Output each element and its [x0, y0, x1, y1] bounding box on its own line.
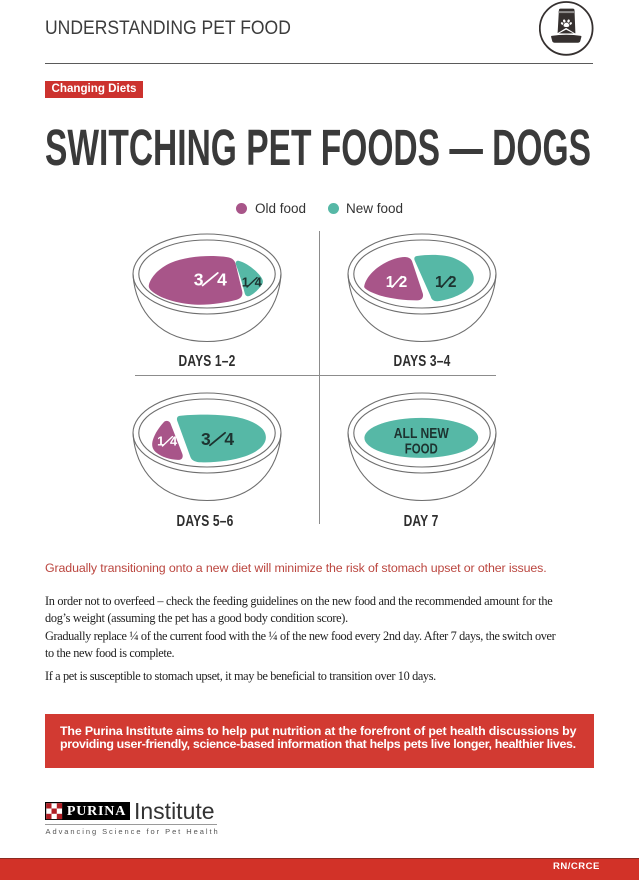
svg-text:1: 1 — [157, 434, 164, 449]
svg-text:4: 4 — [255, 274, 263, 289]
svg-text:4: 4 — [170, 434, 178, 449]
svg-text:1: 1 — [435, 274, 444, 291]
svg-text:4: 4 — [225, 429, 235, 449]
svg-text:ALL NEW: ALL NEW — [393, 425, 449, 442]
svg-text:3: 3 — [194, 269, 204, 289]
svg-text:1: 1 — [242, 274, 249, 289]
svg-text:2: 2 — [448, 274, 457, 291]
svg-text:3: 3 — [201, 429, 211, 449]
svg-text:1: 1 — [385, 274, 394, 291]
svg-text:FOOD: FOOD — [404, 440, 437, 457]
svg-text:2: 2 — [398, 274, 407, 291]
svg-text:4: 4 — [217, 269, 227, 289]
